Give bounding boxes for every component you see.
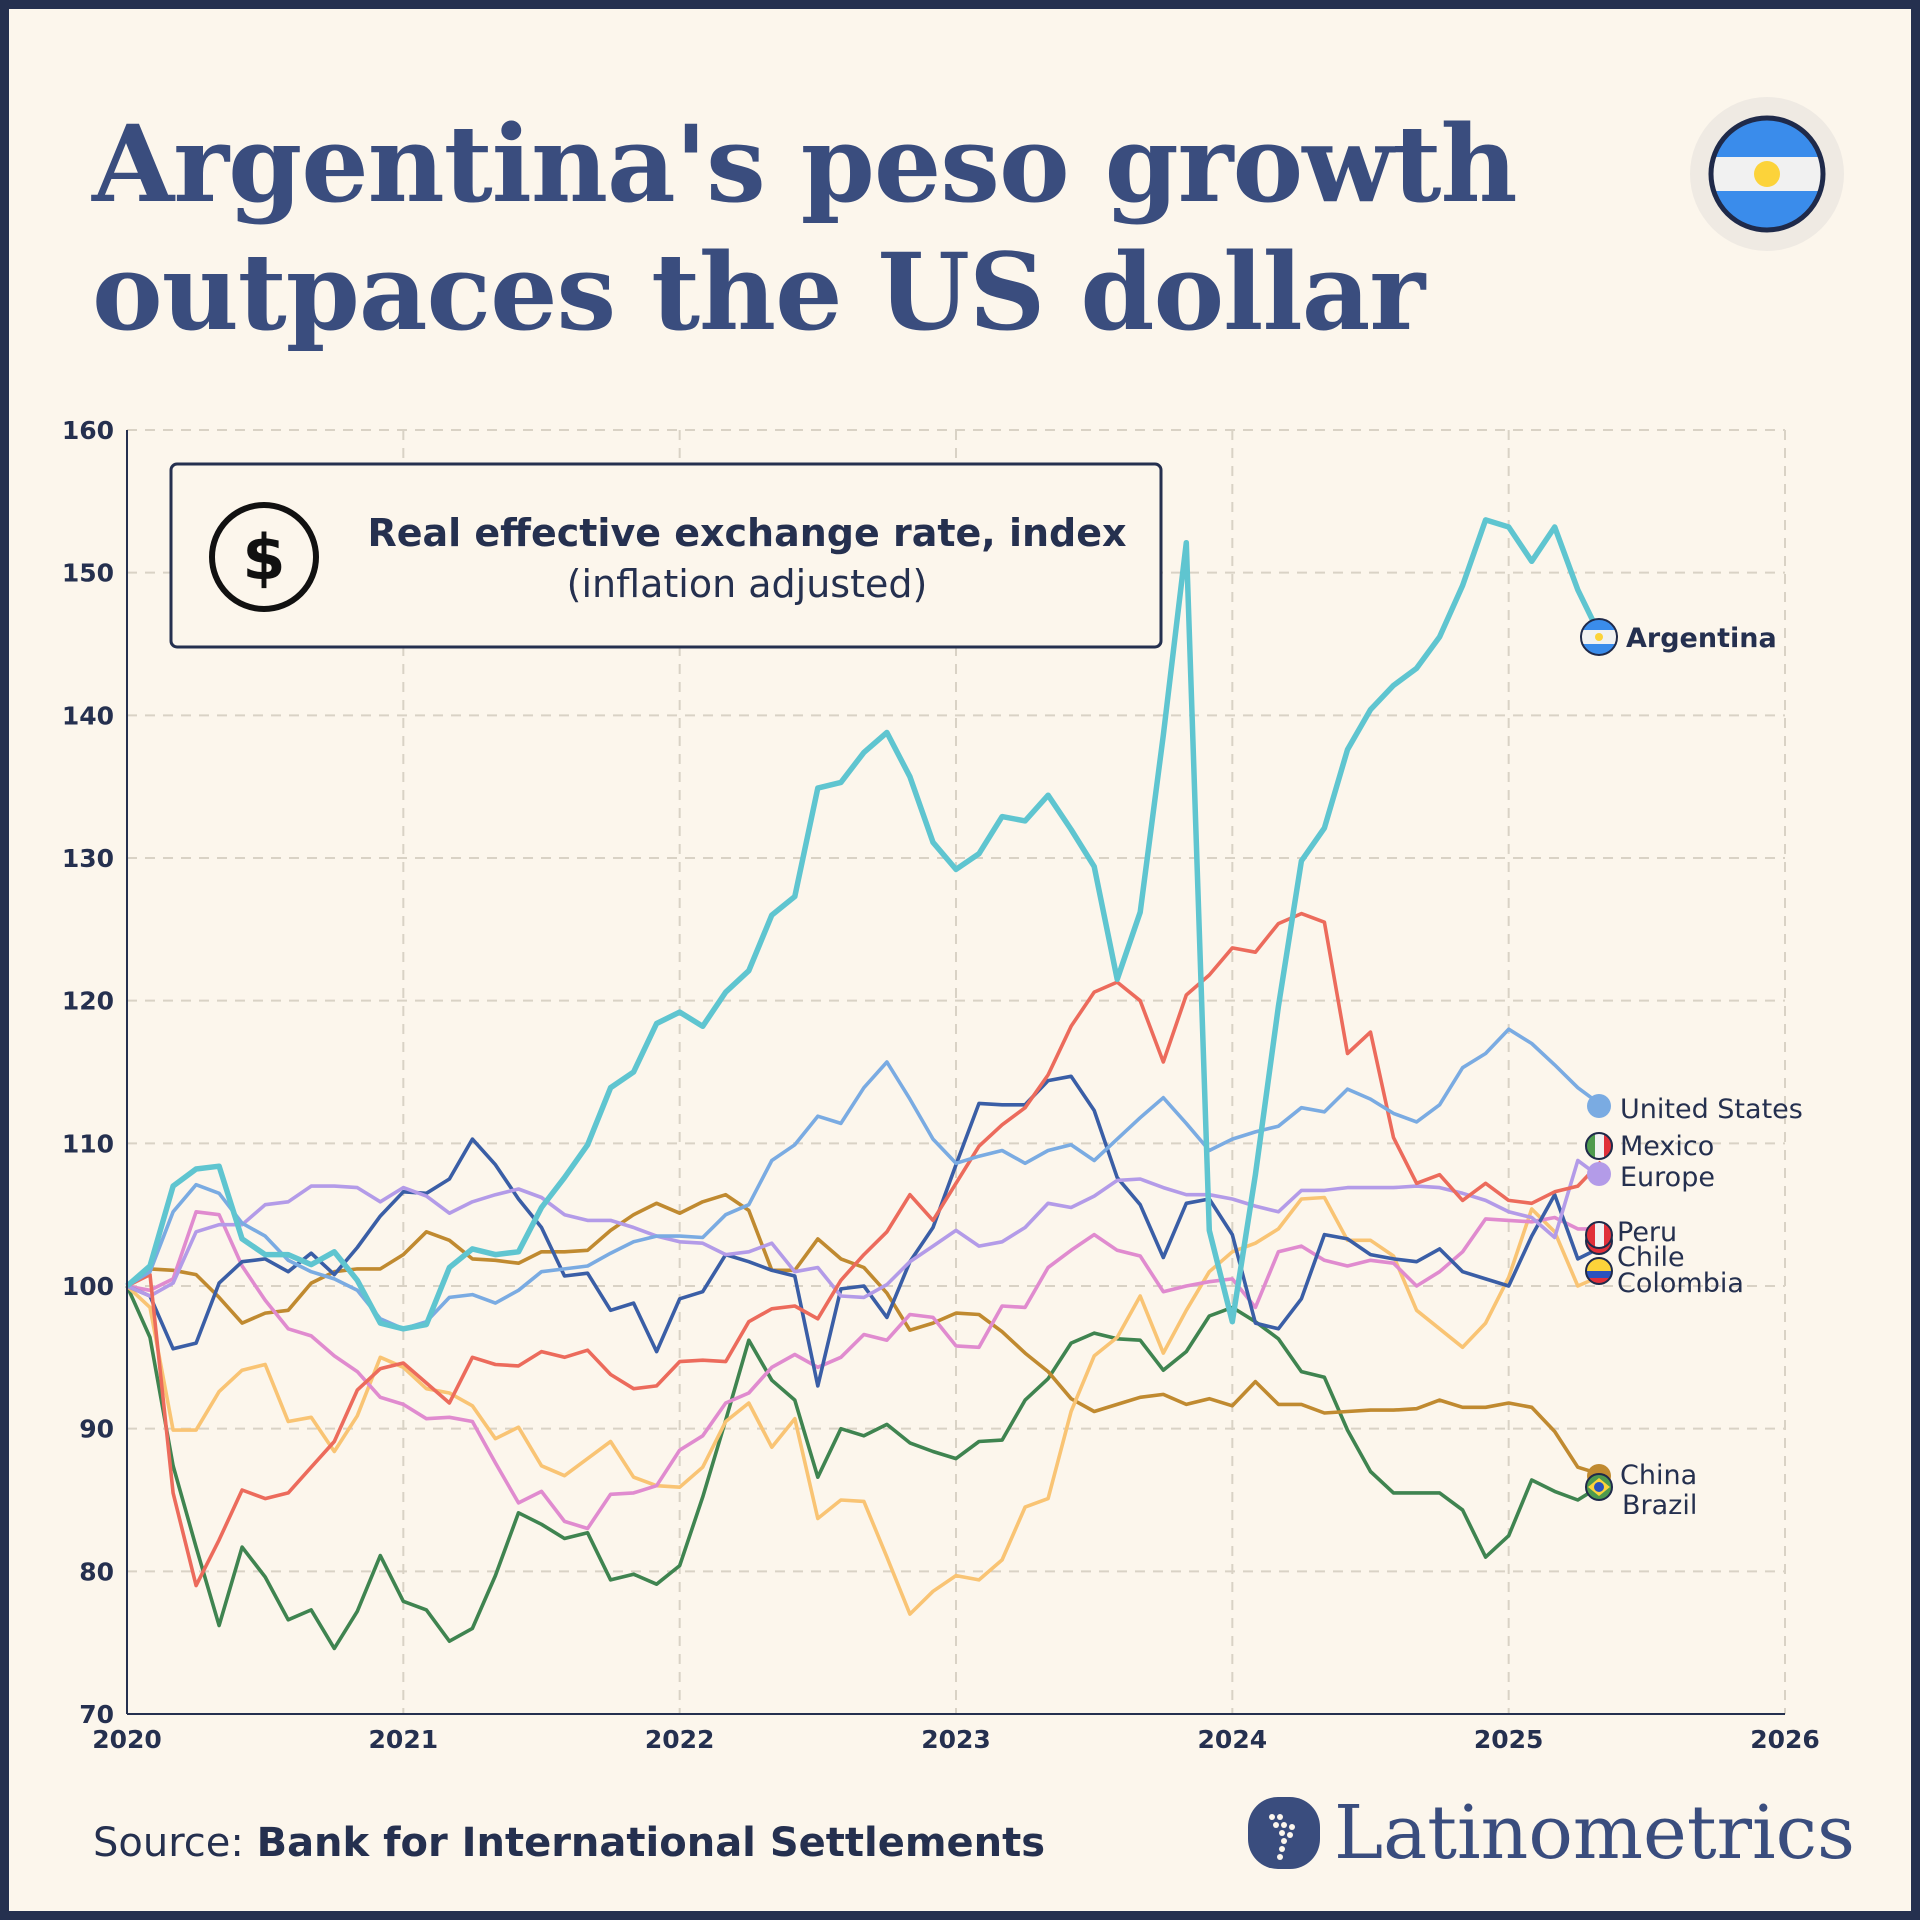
series-line-mexico: [126, 911, 1603, 1588]
series-line-china: [125, 1192, 1602, 1477]
colombia-flag-marker: [1586, 1258, 1612, 1284]
x-tick-label: 2025: [1474, 1725, 1544, 1754]
y-tick-label: 160: [62, 416, 114, 445]
x-tick-label: 2022: [645, 1725, 715, 1754]
label-united-states: United States: [1620, 1094, 1803, 1125]
x-tick-label: 2023: [921, 1725, 991, 1754]
legend-title: Real effective exchange rate, index: [367, 511, 1126, 555]
label-mexico: Mexico: [1620, 1131, 1714, 1162]
label-china: China: [1620, 1460, 1697, 1491]
label-peru: Peru: [1617, 1217, 1677, 1248]
tick-labels: 70 80 90 100 110 120 130 140 150 160 2020 2021 2022 2…: [62, 416, 1820, 1754]
y-tick-label: 100: [62, 1272, 114, 1301]
x-tick-label: 2021: [369, 1725, 439, 1754]
label-argentina: Argentina: [1626, 623, 1777, 654]
title-line-1: Argentina's peso growth: [92, 101, 1518, 226]
label-europe: Europe: [1620, 1162, 1715, 1193]
latinometrics-logo-icon: [1248, 1797, 1320, 1869]
series-line-europe: [126, 1158, 1602, 1300]
y-tick-label: 70: [79, 1700, 114, 1729]
united-states-marker: [1587, 1094, 1611, 1118]
y-tick-label: 150: [62, 559, 114, 588]
legend-subtitle: (inflation adjusted): [567, 562, 928, 606]
svg-text:$: $: [242, 521, 285, 594]
series-line-argentina: [125, 517, 1604, 1332]
source-prefix: Source:: [93, 1820, 257, 1866]
source-name: Bank for International Settlements: [256, 1820, 1046, 1866]
brand-name: Latinometrics: [1334, 1790, 1856, 1876]
x-tick-label: 2020: [92, 1725, 162, 1754]
y-tick-label: 140: [62, 701, 114, 730]
europe-marker: [1587, 1162, 1611, 1186]
y-tick-label: 120: [62, 987, 114, 1016]
series-line-chile: [126, 1074, 1602, 1388]
mexico-flag-marker: [1586, 1133, 1612, 1159]
dollar-icon: $: [209, 502, 319, 612]
brand-logo: Latinometrics: [1248, 1790, 1855, 1876]
label-chile: Chile: [1617, 1242, 1685, 1273]
x-tick-label: 2024: [1198, 1725, 1268, 1754]
y-tick-label: 80: [79, 1557, 114, 1586]
label-brazil: Brazil: [1622, 1490, 1697, 1521]
title-line-2: outpaces the US dollar: [92, 229, 1425, 354]
series-line-peru: [126, 1210, 1601, 1531]
label-colombia: Colombia: [1617, 1268, 1744, 1299]
legend-box: $ Real effective exchange rate, index (i…: [169, 462, 1163, 649]
series-lines: [125, 517, 1604, 1651]
series-line-brazil: [125, 1285, 1602, 1651]
argentina-flag-marker: [1581, 619, 1617, 655]
y-tick-label: 90: [79, 1415, 114, 1444]
argentina-flag-icon: [1690, 97, 1844, 251]
y-tick-label: 130: [62, 844, 114, 873]
source-note: Source: Bank for International Settlemen…: [93, 1820, 1045, 1866]
y-tick-label: 110: [62, 1129, 114, 1158]
x-tick-label: 2026: [1750, 1725, 1820, 1754]
page-title: Argentina's peso growth outpaces the US …: [92, 100, 1518, 356]
